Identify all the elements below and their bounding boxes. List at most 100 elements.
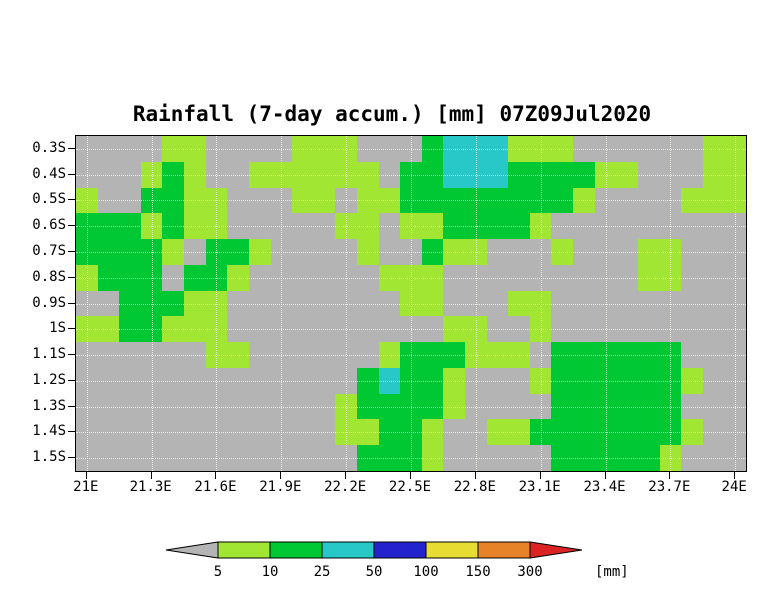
grid-cell (76, 187, 98, 214)
grid-cell (529, 213, 552, 240)
x-axis-label: 21.6E (194, 479, 237, 495)
legend-level-label: 300 (517, 564, 542, 580)
y-axis-label: 1.4S (32, 423, 66, 440)
grid-cell (659, 445, 682, 471)
grid-cell (378, 264, 401, 291)
grid-cell (400, 290, 422, 317)
x-axis-tick (85, 472, 87, 479)
x-axis-label: 22.2E (324, 479, 367, 495)
grid-cell (637, 264, 660, 291)
y-axis-tick (68, 173, 75, 175)
grid-cell (551, 367, 574, 394)
y-axis-tick (68, 225, 75, 227)
grid-cell (356, 445, 379, 471)
grid-cell (616, 419, 638, 446)
grid-cell (529, 136, 552, 162)
grid-cell (465, 161, 487, 188)
grid-cell (421, 367, 444, 394)
grid-cell (659, 264, 682, 291)
grid-cell (76, 239, 98, 265)
grid-cell (573, 187, 595, 214)
grid-cell (616, 161, 638, 188)
grid-cell (140, 264, 163, 291)
grid-cell (205, 239, 228, 265)
grid-cell (400, 393, 422, 420)
grid-cell (356, 187, 379, 214)
grid-cell (637, 445, 660, 471)
grid-cell (681, 367, 703, 394)
x-axis-label: 21.3E (129, 479, 172, 495)
grid-cell (443, 342, 466, 368)
legend-segment (477, 541, 531, 559)
y-axis-label: 0.3S (32, 139, 66, 156)
grid-cell (421, 239, 444, 265)
grid-cell (551, 445, 574, 471)
grid-cell (659, 393, 682, 420)
grid-cell (140, 290, 163, 317)
grid-cell (400, 213, 422, 240)
x-axis-label: 24E (721, 479, 747, 495)
grid-cell (400, 367, 422, 394)
y-axis-tick (68, 354, 75, 356)
grid-cell (529, 187, 552, 214)
grid-cell (616, 445, 638, 471)
legend-level-label: 100 (413, 564, 438, 580)
grid-cell (702, 161, 725, 188)
grid-cell (184, 161, 206, 188)
grid-cell (292, 161, 314, 188)
grid-cell (335, 213, 357, 240)
grid-cell (162, 239, 185, 265)
grid-cell (551, 161, 574, 188)
legend-level-label: 10 (262, 564, 279, 580)
grid-cell (594, 445, 617, 471)
grid-cell (573, 342, 595, 368)
grid-cell (594, 393, 617, 420)
y-axis-label: 0.9S (32, 294, 66, 311)
x-axis-label: 23.7E (648, 479, 691, 495)
grid-cell (356, 393, 379, 420)
grid-cell (140, 213, 163, 240)
grid-cell (637, 239, 660, 265)
grid-cell (378, 342, 401, 368)
grid-cell (76, 316, 98, 343)
y-axis-tick (68, 276, 75, 278)
grid-cell (248, 161, 271, 188)
x-axis-label: 23.4E (583, 479, 626, 495)
grid-cell (313, 161, 336, 188)
grid-cell (227, 342, 249, 368)
grid-cell (573, 445, 595, 471)
grid-cell (486, 136, 509, 162)
grid-cell (637, 419, 660, 446)
grid-cell (486, 419, 509, 446)
grid-cell (400, 419, 422, 446)
grid-cell (551, 393, 574, 420)
grid-cell (637, 367, 660, 394)
grid-cell (465, 187, 487, 214)
y-axis-label: 1.3S (32, 397, 66, 414)
grid-cell (400, 187, 422, 214)
grid-cell (313, 187, 336, 214)
grid-cell (508, 161, 530, 188)
y-axis-label: 0.6S (32, 217, 66, 234)
grid-cell (335, 419, 357, 446)
chart-title: Rainfall (7-day accum.) [mm] 07Z09Jul202… (132, 102, 652, 126)
grid-cell (378, 445, 401, 471)
grid-cell (443, 187, 466, 214)
grid-cell (702, 136, 725, 162)
x-axis-label: 23.1E (518, 479, 561, 495)
x-axis-tick (669, 472, 671, 479)
x-axis-tick (280, 472, 282, 479)
grid-cell (97, 213, 120, 240)
legend-segment (373, 541, 427, 559)
grid-cell (529, 367, 552, 394)
x-axis-label: 21.9E (259, 479, 302, 495)
grid-cell (335, 393, 357, 420)
grid-cell (119, 239, 141, 265)
y-axis-label: 0.8S (32, 268, 66, 285)
y-axis-tick (68, 328, 75, 330)
grid-cell (465, 136, 487, 162)
grid-cell (184, 290, 206, 317)
grid-cell (378, 187, 401, 214)
grid-cell (140, 187, 163, 214)
grid-cell (140, 316, 163, 343)
